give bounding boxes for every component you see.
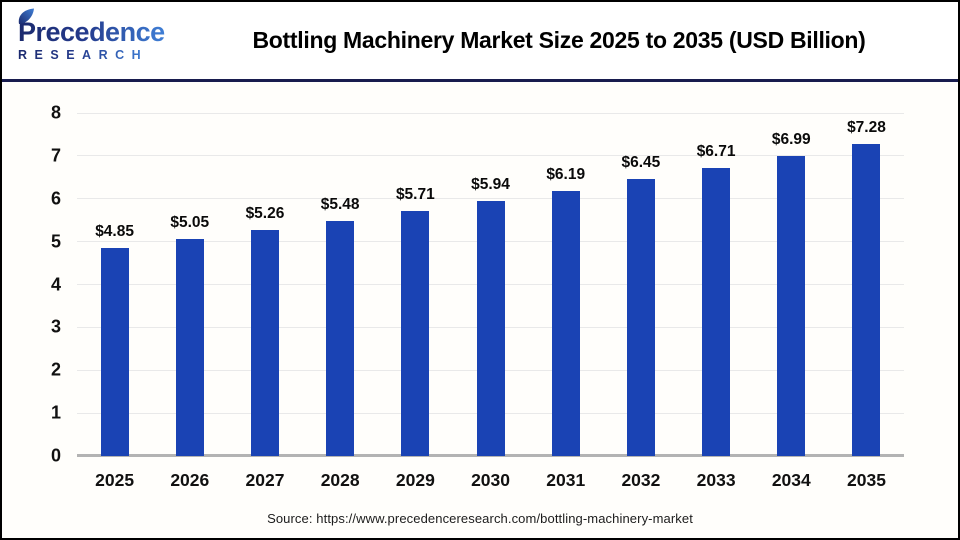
x-tick-label-2031: 2031 (546, 470, 586, 490)
bar-2026 (175, 239, 204, 456)
y-tick-label: 5 (50, 231, 61, 252)
bar-chart: 0 1 2 3 4 5 6 7 8 $4.85 $5.05 $5.26 $5.48 $5.71 $5.94 $… (2, 82, 958, 538)
y-tick-label: 2 (50, 359, 61, 380)
bar-slot-2030: $5.94 (453, 113, 528, 456)
bar-slot-2028: $5.48 (303, 113, 378, 456)
chart-title: Bottling Machinery Market Size 2025 to 2… (252, 27, 866, 53)
y-tick-label: 3 (50, 316, 61, 337)
gridline (77, 112, 904, 114)
bar-slot-2031: $6.19 (528, 113, 603, 456)
bars-container: $4.85 $5.05 $5.26 $5.48 $5.71 $5.94 $6.19 $6.45… (77, 113, 904, 456)
header-divider (2, 79, 958, 82)
x-tick-label-2025: 2025 (95, 470, 135, 490)
bar-value-label: $5.94 (471, 176, 510, 194)
y-tick-label: 1 (50, 402, 61, 423)
precedence-logo: Precedence RESEARCH (18, 8, 170, 63)
bar-2025 (100, 248, 129, 456)
bar-value-label: $6.45 (621, 154, 661, 172)
x-tick-label-2035: 2035 (847, 470, 886, 490)
header: Precedence RESEARCH Bottling Machinery M… (2, 2, 958, 79)
bar-slot-2029: $5.71 (378, 113, 453, 456)
bar-2028 (326, 221, 355, 456)
bar-value-label: $6.19 (546, 165, 586, 183)
bar-value-label: $6.99 (771, 131, 811, 149)
bar-slot-2025: $4.85 (77, 113, 152, 456)
bar-slot-2033: $6.71 (679, 113, 754, 456)
bar-value-label: $5.26 (245, 205, 285, 223)
bar-value-label: $5.71 (395, 186, 435, 204)
leaf-icon (18, 8, 34, 24)
y-tick-label: 6 (50, 188, 61, 209)
x-tick-label-2028: 2028 (320, 470, 360, 490)
x-tick-label-2029: 2029 (395, 470, 435, 490)
x-tick-label-2030: 2030 (471, 470, 510, 490)
bar-value-label: $5.05 (170, 214, 210, 232)
bar-slot-2035: $7.28 (829, 113, 904, 456)
gridline (77, 155, 904, 157)
plot-area: 0 1 2 3 4 5 6 7 8 $4.85 $5.05 $5.26 $5.48 $5.71 $5.94 $… (51, 103, 904, 466)
x-tick-label-2026: 2026 (170, 470, 210, 490)
bar-2029 (401, 211, 430, 456)
bar-2033 (702, 168, 731, 456)
y-tick-label: 7 (50, 145, 61, 166)
bar-slot-2032: $6.45 (603, 113, 678, 456)
bar-value-label: $6.71 (696, 143, 736, 161)
logo-text-precedence: Precedence (18, 16, 165, 47)
bar-2027 (250, 230, 279, 456)
y-tick-label: 8 (50, 102, 61, 123)
logo-text-research: RESEARCH (18, 47, 149, 62)
bar-value-label: $4.85 (95, 223, 134, 241)
bar-2030 (476, 201, 505, 456)
x-tick-label-2027: 2027 (245, 470, 285, 490)
source-text: Source: https://www.precedenceresearch.c… (267, 511, 693, 526)
bar-slot-2034: $6.99 (754, 113, 829, 456)
bar-slot-2027: $5.26 (227, 113, 302, 456)
bar-value-label: $5.48 (320, 196, 360, 214)
x-axis-labels: 2025 2026 2027 2028 2029 2030 2031 2032 2033 2034… (77, 470, 904, 491)
bar-2032 (626, 179, 655, 456)
bar-2031 (551, 190, 580, 456)
bar-2034 (777, 156, 806, 456)
x-tick-label-2034: 2034 (771, 470, 811, 490)
bar-value-label: $7.28 (847, 118, 886, 136)
x-tick-label-2033: 2033 (696, 470, 736, 490)
y-tick-label: 0 (50, 445, 61, 466)
bar-2035 (852, 143, 881, 456)
x-tick-label-2032: 2032 (621, 470, 661, 490)
bar-slot-2026: $5.05 (152, 113, 227, 456)
gridline (77, 198, 904, 200)
y-tick-label: 4 (50, 274, 61, 294)
